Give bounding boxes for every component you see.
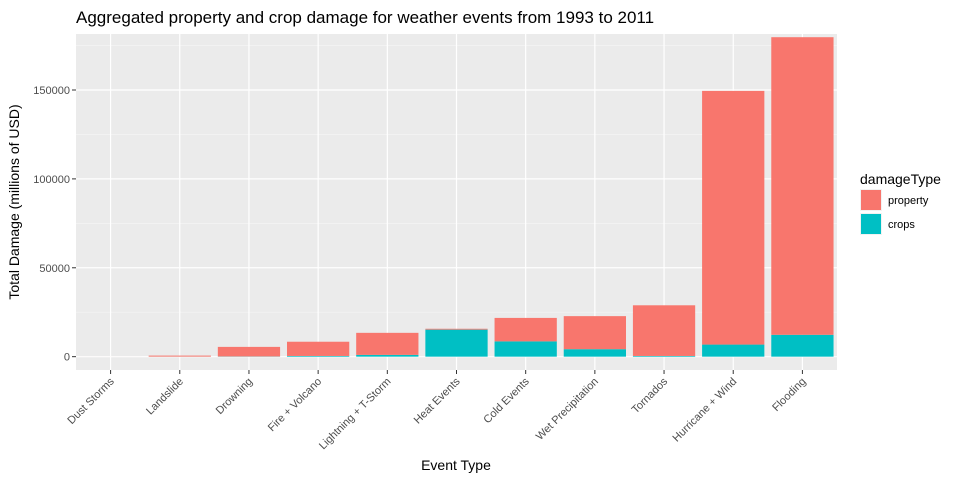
x-tick-label: Tornados xyxy=(630,375,671,416)
y-tick-label: 150000 xyxy=(33,85,70,97)
y-axis-ticks: 0 50000 100000 150000 xyxy=(33,85,76,364)
bar-crops xyxy=(425,329,488,357)
x-tick-label: Wet Precipitation xyxy=(534,376,601,443)
legend-swatch-crops xyxy=(861,214,881,234)
bar-crops xyxy=(356,354,419,357)
bars xyxy=(79,37,834,357)
x-tick-label: Landslide xyxy=(144,376,186,418)
y-tick-label: 50000 xyxy=(39,263,70,275)
x-tick-label: Fire + Volcano xyxy=(266,376,324,434)
bar-property xyxy=(148,355,211,357)
x-tick-label: Heat Events xyxy=(412,375,463,426)
x-axis-title: Event Type xyxy=(421,457,491,473)
legend-title: damageType xyxy=(860,171,941,187)
legend-swatch-property xyxy=(861,190,881,210)
bar-crops xyxy=(494,341,557,357)
bar-property xyxy=(425,328,488,330)
x-tick-label: Hurricane + Wind xyxy=(671,376,740,445)
x-axis-ticks: Dust Storms Landslide Drowning Fire + Volca… xyxy=(65,370,809,452)
bar-crops xyxy=(632,355,696,357)
x-tick-label: Flooding xyxy=(770,376,808,414)
legend-label-property: property xyxy=(888,195,929,207)
x-tick-label: Dust Storms xyxy=(65,375,117,427)
x-tick-label: Lightning + T-Storm xyxy=(317,376,393,452)
bar-property xyxy=(563,316,626,350)
legend-label-crops: crops xyxy=(888,219,915,231)
bar-crops xyxy=(702,344,765,357)
bar-crops xyxy=(771,334,834,357)
bar-property xyxy=(494,317,557,342)
x-tick-label: Cold Events xyxy=(481,375,532,426)
x-tick-label: Drowning xyxy=(214,376,255,417)
bar-crops xyxy=(563,349,626,357)
bar-property xyxy=(287,341,350,356)
y-tick-label: 0 xyxy=(64,352,70,364)
bar-property xyxy=(632,305,696,356)
bar-crops xyxy=(287,355,350,357)
bar-property xyxy=(702,90,765,345)
bar-property xyxy=(771,37,834,335)
legend: damageType property crops xyxy=(860,171,941,235)
bar-property xyxy=(356,332,419,355)
y-tick-label: 100000 xyxy=(33,174,70,186)
y-axis-title: Total Damage (millions of USD) xyxy=(6,104,22,299)
bar-property xyxy=(217,346,281,357)
chart-title: Aggregated property and crop damage for … xyxy=(76,8,654,27)
